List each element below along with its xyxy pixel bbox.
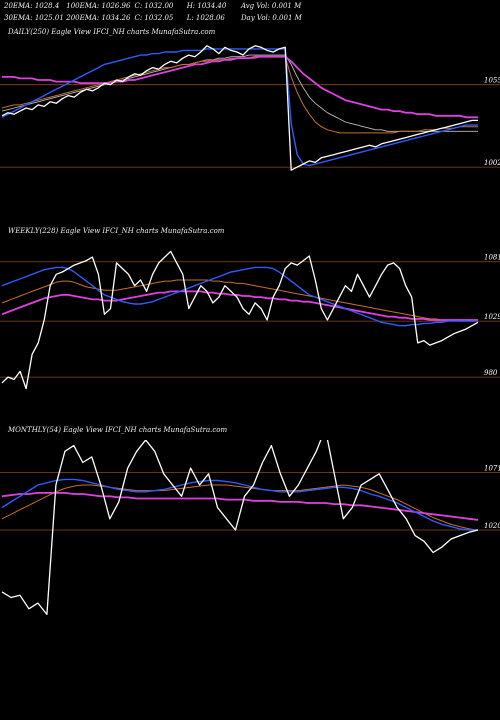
ema-line-blue [1, 478, 478, 531]
header-row-1: 20EMA: 1028.4 100EMA: 1026.96 C: 1032.00… [4, 2, 301, 10]
header-stat: 200EMA: 1034.26 [66, 14, 131, 22]
ema-line-blue [1, 48, 478, 167]
level-label: 1020 [484, 522, 500, 530]
header-stat: H: 1034.40 [186, 2, 227, 10]
level-label: 980 [484, 369, 498, 377]
header-stat: L: 1028.06 [186, 14, 225, 22]
ema-line-blue [1, 266, 478, 327]
daily-chart: 1055 1002 [0, 45, 500, 171]
header-stat: 100EMA: 1026.96 [66, 2, 131, 10]
weekly-panel-title: WEEKLY(228) Eagle View IFCI_NH charts Mu… [8, 227, 225, 235]
monthly-panel-title: MONTHLY(54) Eagle View IFCI_NH charts Mu… [8, 426, 228, 434]
ema-line-orange [1, 484, 479, 531]
price-line [1, 45, 478, 171]
header-stat: C: 1032.05 [134, 14, 174, 22]
ema-line-magenta [2, 55, 478, 119]
header-row-2: 30EMA: 1025.01 200EMA: 1034.26 C: 1032.0… [4, 14, 302, 22]
header-stat: C: 1032.00 [134, 2, 174, 10]
level-label: 1055 [484, 77, 500, 85]
ema-line-grey [1, 54, 478, 132]
header-stat: Day Vol: 0.001 M [240, 14, 302, 22]
ema-line-magenta [1, 290, 478, 321]
level-label: 1002 [484, 159, 500, 167]
ema-line-orange [1, 279, 478, 322]
price-line [1, 250, 479, 390]
header-stat: 20EMA: 1028.4 [4, 2, 60, 10]
price-line [1, 440, 479, 616]
header-stat: Avg Vol: 0.001 M [240, 2, 302, 10]
header-stat: 30EMA: 1025.01 [4, 14, 64, 22]
ema-line-orange [1, 56, 478, 134]
ema-line-magenta [1, 492, 479, 521]
daily-panel-title: DAILY(250) Eagle View IFCI_NH charts Mun… [8, 28, 216, 36]
